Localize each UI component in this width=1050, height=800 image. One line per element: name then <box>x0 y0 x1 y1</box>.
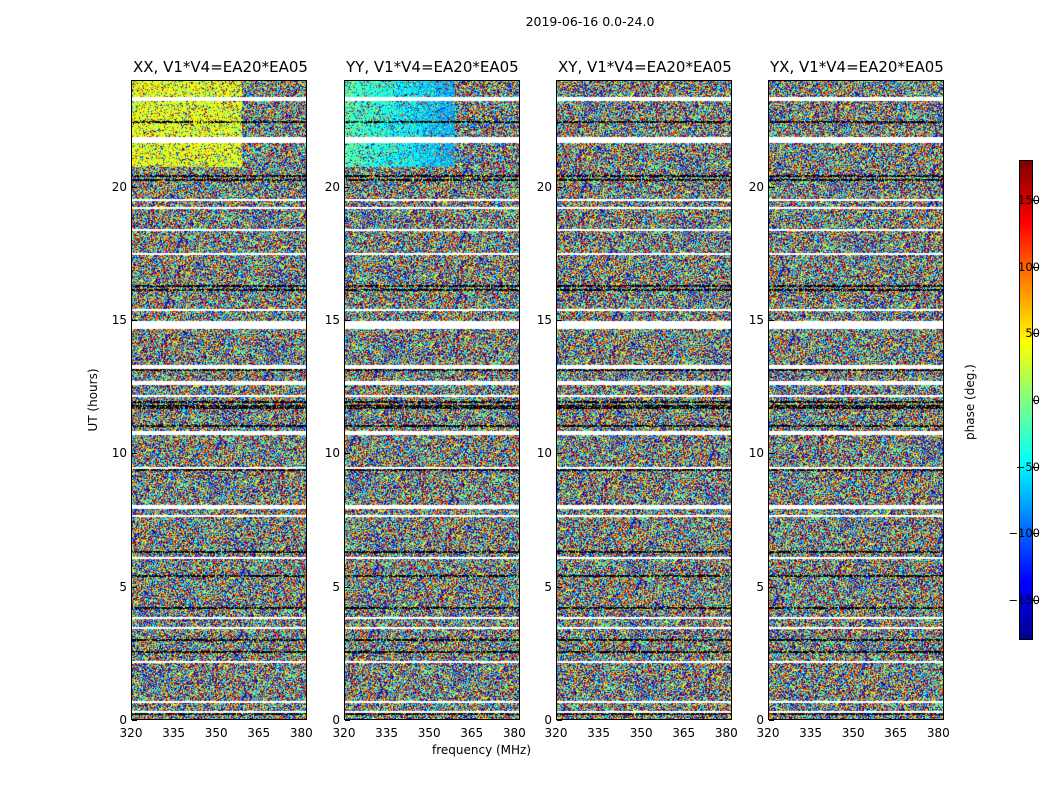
y-tick-mark <box>557 320 562 321</box>
y-tick-mark <box>557 453 562 455</box>
panel-xy <box>556 80 732 720</box>
panel-yy <box>344 80 520 720</box>
y-tick-mark <box>769 186 774 188</box>
panel-yx <box>768 80 944 720</box>
x-tick-label: 365 <box>672 726 696 740</box>
x-axis-label: frequency (MHz) <box>432 743 532 757</box>
y-tick-mark <box>557 586 562 588</box>
x-tick-label: 350 <box>204 726 228 740</box>
y-tick-mark <box>132 320 137 321</box>
colorbar-tick-label: 50 <box>1025 326 1040 341</box>
y-tick-mark <box>345 453 350 455</box>
y-tick-mark <box>132 720 137 721</box>
x-tick-label: 320 <box>756 726 780 740</box>
y-tick-label: 5 <box>544 579 552 594</box>
y-tick-mark <box>769 586 774 588</box>
heatmap-xy <box>557 81 731 719</box>
x-tick-label: 380 <box>502 726 526 740</box>
colorbar-tick-mark <box>1033 266 1038 268</box>
y-tick-label: 5 <box>756 579 764 594</box>
figure-title: 2019-06-16 0.0-24.0 <box>525 14 655 29</box>
heatmap-yy <box>345 81 519 719</box>
heatmap-yx <box>769 81 943 719</box>
colorbar <box>1019 160 1033 640</box>
panel-title-xx: XX, V1*V4=EA20*EA05 <box>133 58 308 76</box>
colorbar-tick-mark <box>1033 200 1038 201</box>
x-tick-label: 335 <box>162 726 186 740</box>
y-tick-label: 10 <box>748 446 764 461</box>
y-tick-mark <box>132 453 137 455</box>
colorbar-tick-label: −100 <box>1008 526 1040 541</box>
colorbar-tick-mark <box>1033 400 1038 401</box>
y-tick-label: 15 <box>536 313 552 327</box>
y-tick-label: 20 <box>748 179 764 194</box>
x-tick-label: 365 <box>884 726 908 740</box>
colorbar-tick-mark <box>1033 466 1038 468</box>
heatmap-xx <box>132 81 306 719</box>
y-tick-mark <box>345 186 350 188</box>
y-tick-label: 0 <box>332 713 340 727</box>
y-tick-label: 10 <box>536 446 552 461</box>
y-tick-label: 0 <box>544 713 552 727</box>
colorbar-tick-label: 150 <box>1018 193 1040 207</box>
y-tick-mark <box>557 186 562 188</box>
y-tick-label: 20 <box>536 179 552 194</box>
panel-title-yy: YY, V1*V4=EA20*EA05 <box>346 58 519 76</box>
panel-title-yx: YX, V1*V4=EA20*EA05 <box>770 58 944 76</box>
y-tick-label: 5 <box>119 579 127 594</box>
x-tick-label: 350 <box>841 726 865 740</box>
x-tick-label: 335 <box>799 726 823 740</box>
x-tick-label: 365 <box>460 726 484 740</box>
colorbar-tick-mark <box>1033 333 1038 335</box>
colorbar-tick-label: 100 <box>1018 259 1040 274</box>
x-tick-label: 350 <box>629 726 653 740</box>
x-tick-label: 320 <box>119 726 143 740</box>
y-tick-label: 15 <box>324 313 340 327</box>
y-tick-mark <box>345 320 350 321</box>
y-tick-label: 15 <box>748 313 764 327</box>
y-tick-label: 20 <box>324 179 340 194</box>
y-tick-mark <box>769 453 774 455</box>
colorbar-label: phase (deg.) <box>963 364 977 440</box>
x-tick-label: 335 <box>375 726 399 740</box>
y-tick-mark <box>132 186 137 188</box>
y-tick-label: 15 <box>111 313 127 327</box>
x-tick-label: 320 <box>332 726 356 740</box>
y-tick-label: 10 <box>324 446 340 461</box>
colorbar-tick-label: −50 <box>1015 459 1040 474</box>
y-axis-label: UT (hours) <box>86 368 100 432</box>
y-tick-label: 0 <box>756 713 764 727</box>
x-tick-label: 380 <box>926 726 950 740</box>
panel-xx <box>131 80 307 720</box>
y-tick-label: 20 <box>111 179 127 194</box>
y-tick-mark <box>769 320 774 321</box>
x-tick-label: 335 <box>587 726 611 740</box>
x-tick-label: 380 <box>714 726 738 740</box>
y-tick-mark <box>345 586 350 588</box>
colorbar-tick-mark <box>1033 533 1038 535</box>
x-tick-label: 380 <box>289 726 313 740</box>
y-tick-label: 5 <box>332 579 340 594</box>
colorbar-tick-label: 0 <box>1032 393 1040 407</box>
y-tick-mark <box>769 720 774 721</box>
colorbar-tick-mark <box>1033 600 1038 601</box>
colorbar-tick-label: −150 <box>1008 593 1040 607</box>
x-tick-label: 350 <box>417 726 441 740</box>
x-tick-label: 365 <box>247 726 271 740</box>
y-tick-mark <box>557 720 562 721</box>
y-tick-mark <box>345 720 350 721</box>
panel-title-xy: XY, V1*V4=EA20*EA05 <box>558 58 732 76</box>
y-tick-label: 10 <box>111 446 127 461</box>
y-tick-mark <box>132 586 137 588</box>
x-tick-label: 320 <box>544 726 568 740</box>
y-tick-label: 0 <box>119 713 127 727</box>
